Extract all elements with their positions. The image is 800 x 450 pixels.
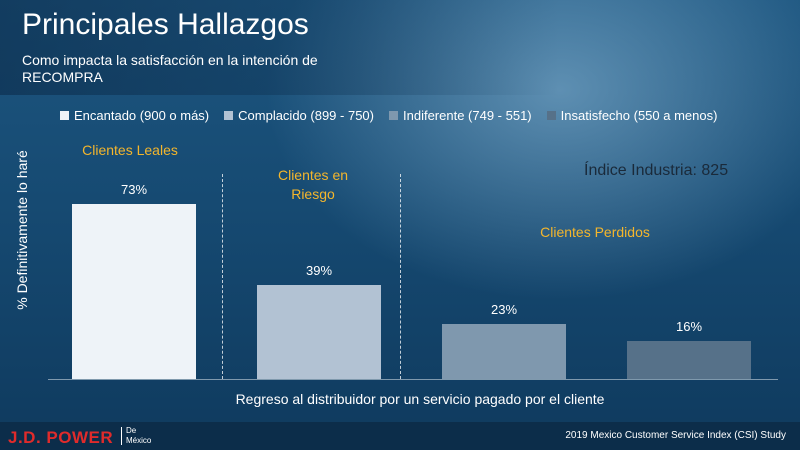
footer: J.D. POWER De México 2019 Mexico Custome…: [0, 422, 800, 450]
industry-index-annotation: Índice Industria: 825: [584, 162, 729, 179]
legend-swatch: [389, 110, 398, 120]
legend-swatch: [546, 110, 556, 120]
legend-label: Encantado (900 o más): [74, 107, 210, 123]
legend-label: Insatisfecho (550 a menos): [560, 107, 718, 123]
bar-4: [627, 340, 751, 379]
x-axis-label: Regreso al distribuidor por un servicio …: [235, 391, 605, 407]
page-subtitle: Como impacta la satisfacción en la inten…: [22, 52, 318, 85]
segment-label-leales: Clientes Leales: [82, 142, 178, 158]
y-axis-label: % Definitivamente lo haré: [14, 150, 30, 310]
page-title: Principales Hallazgos: [22, 8, 309, 41]
legend-swatch: [60, 110, 69, 120]
legend-swatch: [224, 110, 234, 120]
legend-item-encantado: Encantado (900 o más): [60, 108, 209, 123]
segment-label-perdidos: Clientes Perdidos: [540, 224, 650, 240]
chart-legend: Encantado (900 o más) Complacido (899 - …: [60, 106, 732, 124]
legend-label: Complacido (899 - 750): [238, 107, 374, 123]
brand-sub-de: De: [126, 426, 137, 435]
bar-1: [72, 203, 196, 379]
brand-sub: De México: [126, 426, 151, 446]
legend-item-complacido: Complacido (899 - 750): [224, 108, 374, 123]
bar-value-label: 73%: [120, 181, 148, 197]
segment-divider: [400, 174, 401, 379]
segment-label-riesgo: Clientes en Riesgo: [277, 167, 349, 202]
legend-item-indiferente: Indiferente (749 - 551): [389, 108, 532, 123]
bar-2: [257, 285, 381, 379]
brand-sub-mexico: México: [126, 436, 152, 445]
legend-label: Indiferente (749 - 551): [403, 107, 532, 123]
study-name: 2019 Mexico Customer Service Index (CSI)…: [565, 430, 786, 441]
segment-divider: [222, 174, 223, 379]
x-axis-line: [48, 379, 778, 380]
bar-3: [442, 323, 566, 379]
bar-value-label: 23%: [490, 301, 518, 317]
brand-logo: J.D. POWER: [8, 428, 114, 447]
legend-item-insatisfecho: Insatisfecho (550 a menos): [546, 107, 718, 123]
bar-value-label: 16%: [675, 318, 703, 334]
logo-divider: [121, 427, 122, 445]
header-band: [0, 0, 800, 95]
bar-value-label: 39%: [305, 263, 333, 279]
